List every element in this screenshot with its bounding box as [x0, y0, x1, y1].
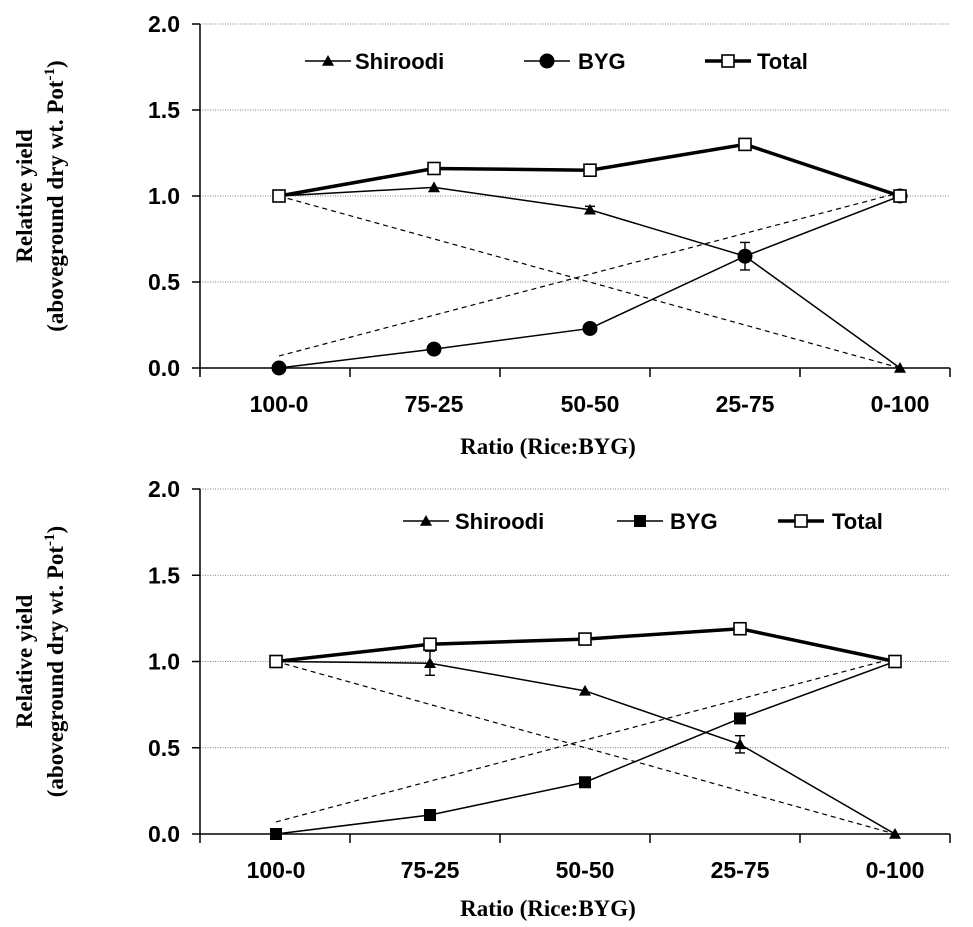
- data-point-total: [893, 189, 907, 203]
- y-axis-title-text: (aboveground dry wt. Pot: [43, 80, 68, 332]
- y-tick-label: 2.0: [148, 11, 180, 37]
- data-point-byg: [271, 360, 287, 376]
- y-axis-title-text: (aboveground dry wt. Pot: [43, 546, 68, 798]
- y-tick-label: 0.5: [148, 735, 180, 761]
- data-point-byg: [737, 248, 753, 264]
- data-point-shiroodi: [889, 828, 901, 839]
- legend-label: Shiroodi: [355, 49, 444, 74]
- legend-marker: [539, 53, 555, 69]
- expected-line: [275, 657, 896, 823]
- x-axis-title: Ratio (Rice:BYG): [460, 896, 636, 921]
- x-tick-label: 25-75: [711, 857, 770, 883]
- data-point-shiroodi: [894, 362, 906, 373]
- legend-marker: [634, 515, 646, 527]
- data-point-byg: [426, 341, 442, 357]
- y-axis-title-line1: Relative yield: [12, 129, 37, 263]
- x-tick-label: 0-100: [871, 391, 930, 417]
- y-axis-title-close: ): [43, 526, 68, 534]
- expected-line: [278, 191, 901, 357]
- data-point-shiroodi: [584, 203, 596, 215]
- legend-label: Shiroodi: [455, 509, 544, 534]
- data-point-byg: [424, 809, 436, 822]
- legend-marker: [794, 514, 808, 528]
- x-axis-title: Ratio (Rice:BYG): [460, 434, 636, 459]
- y-tick-label: 0.5: [148, 269, 180, 295]
- data-point-total: [738, 137, 752, 152]
- x-tick-label: 0-100: [866, 857, 925, 883]
- y-axis-title-line1: Relative yield: [12, 595, 37, 729]
- legend-label: BYG: [670, 509, 718, 534]
- legend-label: BYG: [578, 49, 626, 74]
- data-point-shiroodi: [428, 181, 440, 193]
- x-tick-label: 75-25: [401, 857, 460, 883]
- data-point-total: [733, 621, 747, 636]
- data-point-total: [269, 654, 283, 669]
- data-point-total: [888, 654, 902, 669]
- data-point-byg: [582, 320, 598, 336]
- data-point-total: [423, 637, 437, 652]
- y-tick-label: 1.5: [148, 97, 180, 123]
- data-point-shiroodi: [734, 738, 746, 750]
- legend-marker: [322, 55, 334, 66]
- chart-panel-2: 0.0 0.5 1.0 1.5 2.0 100-0 75-25 50-50 25-75 0-100…: [12, 476, 951, 921]
- legend-marker: [420, 515, 432, 526]
- data-point-total: [578, 632, 592, 646]
- x-tick-label: 50-50: [556, 857, 615, 883]
- data-point-total: [583, 163, 597, 177]
- y-axis-title-line2: (aboveground dry wt. Pot-1): [42, 526, 68, 797]
- x-tick-label: 75-25: [405, 391, 464, 417]
- data-point-total: [427, 161, 441, 176]
- y-tick-label: 2.0: [148, 476, 180, 502]
- data-point-shiroodi: [424, 657, 436, 669]
- y-axis-title-sup: -1: [42, 533, 58, 546]
- x-tick-label: 50-50: [561, 391, 620, 417]
- data-point-byg: [579, 776, 591, 789]
- data-point-total: [272, 189, 286, 203]
- expected-line: [278, 195, 901, 369]
- y-axis-title-close: ): [43, 60, 68, 68]
- legend-marker: [721, 54, 735, 68]
- y-axis-title-sup: -1: [42, 68, 58, 81]
- expected-line: [275, 660, 896, 835]
- y-tick-label: 1.0: [148, 183, 180, 209]
- data-point-byg: [734, 712, 746, 725]
- y-tick-label: 0.0: [148, 355, 180, 381]
- x-tick-label: 100-0: [250, 391, 309, 417]
- data-point-byg: [270, 828, 282, 840]
- y-tick-label: 0.0: [148, 821, 180, 847]
- y-tick-label: 1.5: [148, 562, 180, 588]
- data-point-shiroodi: [579, 684, 591, 696]
- x-tick-label: 100-0: [247, 857, 306, 883]
- y-tick-label: 1.0: [148, 649, 180, 675]
- y-axis-title-line2: (aboveground dry wt. Pot-1): [42, 60, 68, 331]
- x-tick-label: 25-75: [716, 391, 775, 417]
- legend-label: Total: [757, 49, 808, 74]
- chart-panel-1: 0.0 0.5 1.0 1.5 2.0 100-0 75-25 50-50 25-75 0-100…: [12, 11, 951, 459]
- legend-label: Total: [832, 509, 883, 534]
